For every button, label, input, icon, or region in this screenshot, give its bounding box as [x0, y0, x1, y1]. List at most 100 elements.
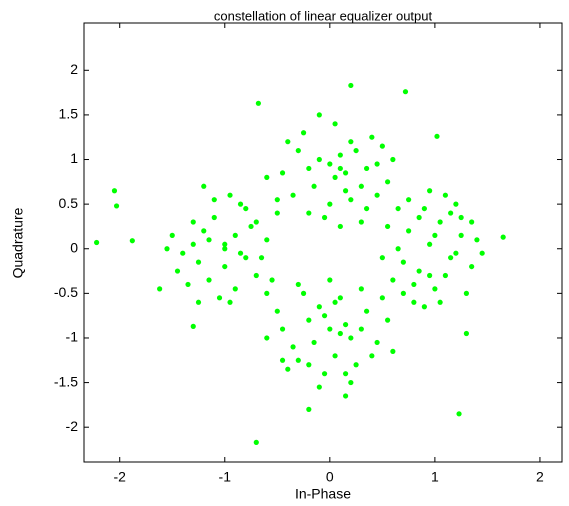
point: [458, 232, 464, 238]
point: [332, 121, 338, 127]
point: [222, 241, 228, 247]
point: [432, 286, 438, 292]
point: [285, 139, 291, 145]
point: [306, 210, 312, 216]
y-tick-label: 2: [70, 61, 78, 77]
point: [164, 246, 170, 252]
point: [300, 130, 307, 136]
point: [342, 188, 349, 194]
point: [337, 295, 343, 301]
point: [216, 295, 223, 301]
point: [232, 232, 238, 238]
point: [222, 246, 228, 252]
point: [269, 277, 275, 283]
x-tick-label: -2: [113, 469, 126, 485]
point: [274, 197, 280, 203]
point: [379, 143, 385, 149]
point: [363, 308, 370, 314]
point: [385, 179, 391, 185]
point: [316, 384, 322, 390]
point: [190, 323, 196, 329]
point: [358, 219, 364, 225]
point: [295, 357, 301, 363]
point: [316, 304, 322, 310]
point: [358, 183, 364, 189]
point: [369, 353, 375, 359]
point: [211, 197, 217, 203]
point: [285, 366, 291, 372]
point: [337, 223, 343, 230]
point: [274, 308, 280, 314]
point: [237, 250, 244, 256]
y-axis-label: Quadrature: [10, 207, 26, 278]
point: [463, 330, 469, 337]
point: [353, 147, 359, 154]
point: [321, 371, 328, 377]
point: [442, 272, 448, 279]
point: [363, 205, 370, 212]
point: [311, 339, 317, 346]
point: [379, 295, 385, 301]
point: [185, 281, 191, 288]
point: [111, 188, 118, 194]
point: [348, 139, 354, 145]
y-tick-label: -1.5: [54, 373, 78, 389]
point: [369, 134, 375, 140]
point: [385, 317, 391, 323]
point: [411, 281, 417, 288]
y-tick-label: 0.5: [59, 195, 79, 211]
point: [327, 277, 333, 283]
point: [174, 268, 181, 274]
y-tick-label: -2: [66, 418, 79, 434]
point: [337, 330, 343, 337]
plot-frame: [83, 22, 563, 463]
point: [279, 357, 286, 363]
point: [390, 277, 396, 283]
point: [243, 205, 249, 212]
point: [348, 335, 354, 341]
point: [427, 272, 433, 279]
point: [190, 241, 196, 247]
point: [332, 353, 338, 359]
point: [337, 165, 343, 172]
point: [427, 188, 433, 194]
point: [442, 192, 448, 198]
point: [264, 335, 270, 341]
point: [232, 286, 238, 292]
point: [206, 237, 212, 243]
point: [390, 156, 396, 163]
point: [390, 348, 396, 354]
point: [201, 228, 207, 234]
point: [332, 299, 338, 305]
point: [406, 197, 412, 203]
point: [385, 223, 391, 230]
point: [374, 339, 380, 346]
point: [358, 326, 364, 332]
y-tick-label: -0.5: [54, 284, 78, 300]
point: [201, 183, 207, 189]
point: [348, 379, 354, 386]
point: [456, 411, 462, 417]
point: [374, 161, 380, 167]
point: [342, 170, 349, 176]
point: [253, 219, 259, 225]
point: [253, 272, 259, 279]
point: [306, 362, 312, 368]
point: [290, 192, 296, 198]
point: [237, 201, 244, 207]
point: [321, 214, 328, 221]
chart-title: constellation of linear equalizer output: [214, 8, 433, 23]
point: [255, 100, 261, 106]
point: [406, 228, 412, 234]
point: [321, 313, 328, 319]
point: [113, 203, 120, 209]
point: [264, 174, 270, 180]
point: [421, 304, 427, 310]
point: [416, 268, 422, 274]
point: [94, 239, 100, 246]
point: [348, 82, 354, 89]
point: [327, 201, 333, 207]
point: [243, 255, 249, 261]
y-tick-label: 1: [70, 150, 78, 166]
